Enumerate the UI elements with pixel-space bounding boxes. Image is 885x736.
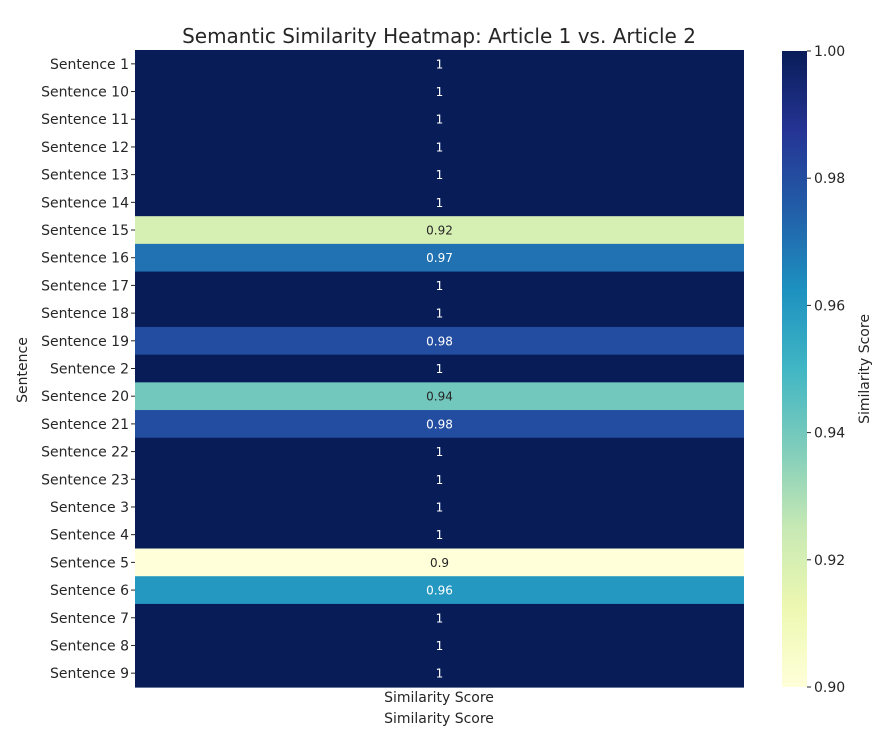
cell-value-label: 1	[436, 473, 444, 487]
colorbar-tick-label: 0.92	[814, 553, 845, 569]
y-tick-label: Sentence 3	[50, 500, 129, 516]
heatmap-cell	[135, 493, 744, 522]
colorbar-tick-label: 1.00	[814, 44, 845, 60]
cell-value-label: 1	[436, 639, 444, 653]
heatmap-cell	[135, 188, 744, 217]
colorbar	[782, 51, 807, 687]
cell-value-label: 1	[436, 611, 444, 625]
y-tick-label: Sentence 11	[41, 112, 129, 128]
chart-title: Semantic Similarity Heatmap: Article 1 v…	[182, 24, 696, 48]
heatmap-cell	[135, 105, 744, 134]
y-tick-label: Sentence 8	[50, 638, 129, 654]
cell-value-label: 1	[436, 362, 444, 376]
heatmap-cell	[135, 410, 744, 439]
heatmap-cell	[135, 603, 744, 633]
cell-value-label: 1	[436, 57, 444, 71]
y-tick-label: Sentence 15	[41, 223, 129, 239]
heatmap-cell	[135, 271, 744, 300]
y-tick-label: Sentence 7	[50, 611, 129, 627]
y-tick-label: Sentence 14	[41, 195, 129, 211]
heatmap-cell	[135, 354, 744, 383]
heatmap-cell	[135, 243, 744, 273]
cell-value-label: 0.97	[426, 251, 453, 265]
heatmap-cell	[135, 576, 744, 605]
y-tick-label: Sentence 23	[41, 472, 129, 488]
colorbar-label: Similarity Score	[857, 314, 873, 424]
cell-value-label: 1	[436, 113, 444, 127]
cell-value-label: 1	[436, 528, 444, 542]
x-tick-label: Similarity Score	[384, 690, 494, 706]
cell-value-label: 1	[436, 445, 444, 459]
y-tick-label: Sentence 10	[41, 85, 129, 101]
cell-value-label: 1	[436, 140, 444, 154]
heatmap-cell	[135, 437, 744, 467]
heatmap-cell	[135, 631, 744, 660]
colorbar-tick-label: 0.94	[814, 426, 845, 442]
y-tick-label: Sentence 18	[41, 306, 129, 322]
cell-value-label: 0.94	[426, 390, 453, 404]
cell-value-label: 1	[436, 196, 444, 210]
cell-value-label: 0.96	[426, 584, 453, 598]
y-axis-label: Sentence	[15, 337, 31, 403]
heatmap-cell	[135, 216, 744, 245]
y-tick-label: Sentence 19	[41, 334, 129, 350]
heatmap-cell	[135, 659, 744, 688]
heatmap-cell	[135, 465, 744, 494]
cell-value-label: 1	[436, 307, 444, 321]
cell-value-label: 1	[436, 85, 444, 99]
y-tick-label: Sentence 2	[50, 362, 129, 378]
y-tick-label: Sentence 4	[50, 528, 129, 544]
cell-value-label: 1	[436, 168, 444, 182]
heatmap-cell	[135, 77, 744, 106]
cell-value-label: 0.98	[426, 417, 453, 431]
y-tick-label: Sentence 5	[50, 555, 129, 571]
y-tick-label: Sentence 13	[41, 168, 129, 184]
cell-value-label: 1	[436, 279, 444, 293]
heatmap-cell	[135, 50, 744, 79]
heatmap-cell	[135, 160, 744, 190]
y-tick-label: Sentence 21	[41, 417, 129, 433]
y-tick-label: Sentence 17	[41, 278, 129, 294]
cell-value-label: 0.98	[426, 334, 453, 348]
heatmap-cell	[135, 548, 744, 577]
colorbar-tick-label: 0.98	[814, 171, 845, 187]
cell-value-label: 1	[436, 500, 444, 514]
y-tick-label: Sentence 16	[41, 251, 129, 267]
colorbar-ticks: 0.90 0.92 0.94 0.96 0.98 1.00	[807, 44, 845, 696]
colorbar-tick-label: 0.90	[814, 680, 845, 696]
cell-value-label: 0.92	[426, 224, 453, 238]
heatmap-cell	[135, 520, 744, 550]
y-tick-label: Sentence 22	[41, 445, 129, 461]
y-tick-label: Sentence 9	[50, 666, 129, 682]
heatmap-cell	[135, 299, 744, 328]
heatmap-cell	[135, 133, 744, 162]
cell-value-label: 0.9	[430, 556, 449, 570]
heatmap-cell	[135, 326, 744, 356]
heatmap-cell	[135, 382, 744, 411]
colorbar-tick-label: 0.96	[814, 298, 845, 314]
cell-value-label: 1	[436, 667, 444, 681]
x-axis-label: Similarity Score	[384, 711, 494, 727]
y-tick-label: Sentence 20	[41, 389, 129, 405]
y-tick-label: Sentence 6	[50, 583, 129, 599]
y-tick-label: Sentence 1	[50, 57, 129, 73]
y-tick-label: Sentence 12	[41, 140, 129, 156]
